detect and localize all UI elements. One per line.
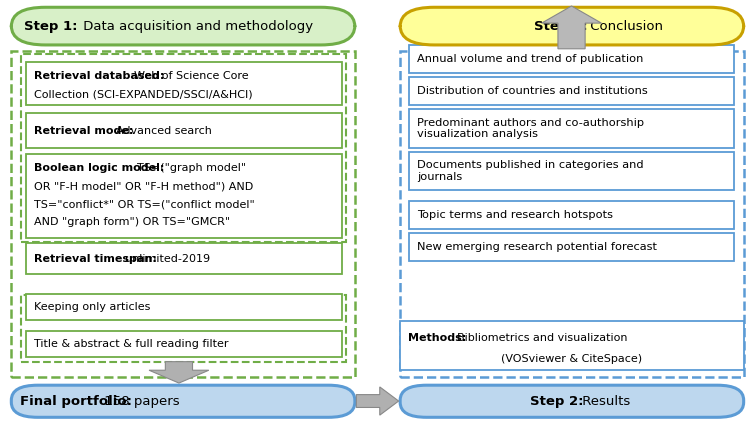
Text: OR "F-H model" OR "F-H method") AND: OR "F-H model" OR "F-H method") AND xyxy=(34,181,253,191)
Text: Final portfolio:: Final portfolio: xyxy=(20,395,132,408)
FancyBboxPatch shape xyxy=(400,7,744,45)
Text: Documents published in categories and
journals: Documents published in categories and jo… xyxy=(417,160,643,182)
Text: 158 papers: 158 papers xyxy=(100,395,179,408)
FancyBboxPatch shape xyxy=(26,62,342,105)
FancyBboxPatch shape xyxy=(26,294,342,320)
Text: TS="conflict*" OR TS=("conflict model": TS="conflict*" OR TS=("conflict model" xyxy=(34,199,254,209)
FancyBboxPatch shape xyxy=(11,385,355,417)
Text: Retrieval databased:: Retrieval databased: xyxy=(34,71,165,81)
Text: Title & abstract & full reading filter: Title & abstract & full reading filter xyxy=(34,339,229,349)
FancyBboxPatch shape xyxy=(409,233,734,261)
Text: (VOSviewer & CiteSpace): (VOSviewer & CiteSpace) xyxy=(501,354,643,363)
Text: Retrieval mode:: Retrieval mode: xyxy=(34,125,134,136)
Text: TS=("graph model": TS=("graph model" xyxy=(137,163,246,173)
Text: Topic terms and research hotspots: Topic terms and research hotspots xyxy=(417,210,613,220)
FancyBboxPatch shape xyxy=(26,243,342,274)
FancyBboxPatch shape xyxy=(26,331,342,357)
FancyBboxPatch shape xyxy=(409,152,734,190)
Text: Step 1:: Step 1: xyxy=(24,20,78,33)
FancyBboxPatch shape xyxy=(400,385,744,417)
Text: Boolean logic model:: Boolean logic model: xyxy=(34,163,165,173)
Text: Step 3:: Step 3: xyxy=(535,20,588,33)
FancyBboxPatch shape xyxy=(400,321,744,370)
Text: New emerging research potential forecast: New emerging research potential forecast xyxy=(417,242,657,252)
Text: Web of Science Core: Web of Science Core xyxy=(134,71,248,81)
Polygon shape xyxy=(541,6,602,49)
Text: Retrieval timespan:: Retrieval timespan: xyxy=(34,253,157,264)
FancyBboxPatch shape xyxy=(26,154,342,238)
FancyBboxPatch shape xyxy=(409,201,734,229)
Polygon shape xyxy=(356,387,399,415)
FancyBboxPatch shape xyxy=(409,77,734,105)
Text: Step 2:: Step 2: xyxy=(530,395,584,408)
Text: Data acquisition and methodology: Data acquisition and methodology xyxy=(79,20,313,33)
Text: Results: Results xyxy=(578,395,630,408)
Text: AND "graph form") OR TS="GMCR": AND "graph form") OR TS="GMCR" xyxy=(34,217,230,227)
Text: Keeping only articles: Keeping only articles xyxy=(34,302,150,312)
Text: unlimited-2019: unlimited-2019 xyxy=(125,253,210,264)
FancyBboxPatch shape xyxy=(409,45,734,73)
Text: Collection (SCI-EXPANDED/SSCI/A&HCI): Collection (SCI-EXPANDED/SSCI/A&HCI) xyxy=(34,89,253,99)
Text: Conclusion: Conclusion xyxy=(586,20,662,33)
Text: Advanced search: Advanced search xyxy=(116,125,211,136)
Text: Bibliometrics and visualization: Bibliometrics and visualization xyxy=(457,333,627,343)
FancyBboxPatch shape xyxy=(26,113,342,148)
Text: Distribution of countries and institutions: Distribution of countries and institutio… xyxy=(417,86,648,96)
FancyBboxPatch shape xyxy=(409,109,734,148)
Text: Annual volume and trend of publication: Annual volume and trend of publication xyxy=(417,54,643,64)
Text: Methods:: Methods: xyxy=(408,333,466,343)
FancyBboxPatch shape xyxy=(11,7,355,45)
Text: Predominant authors and co-authorship
visualization analysis: Predominant authors and co-authorship vi… xyxy=(417,118,644,139)
Polygon shape xyxy=(149,362,209,383)
